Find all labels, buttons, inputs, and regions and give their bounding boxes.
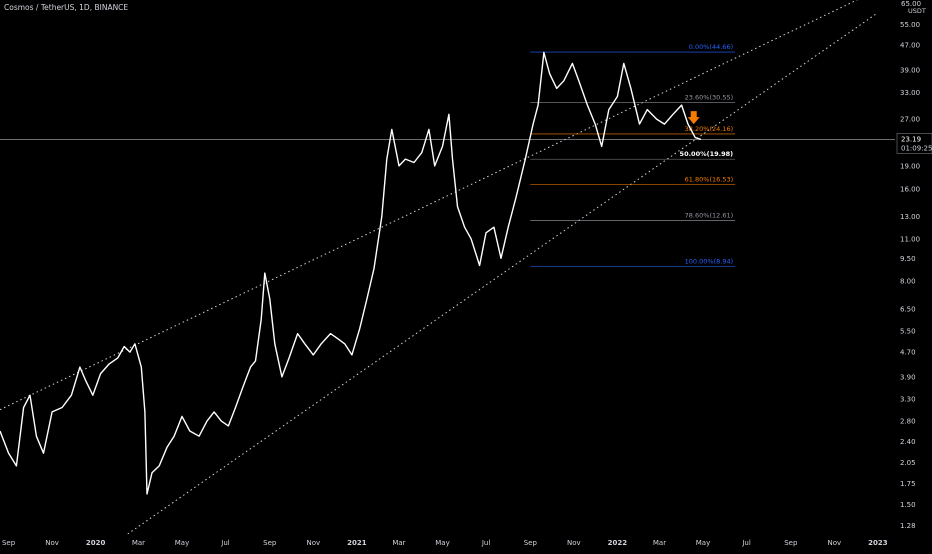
x-tick-label-1: Nov bbox=[45, 539, 59, 547]
x-tick-label-16: May bbox=[696, 539, 710, 547]
y-tick-label-2: 39.00 bbox=[900, 67, 920, 75]
y-tick-label-17: 2.80 bbox=[900, 418, 916, 426]
x-tick-label-8: 2021 bbox=[347, 539, 367, 547]
x-tick-label-6: Sep bbox=[263, 539, 277, 547]
y-tick-label-9: 11.00 bbox=[900, 235, 920, 243]
y-tick-label-22: 1.28 bbox=[900, 522, 916, 530]
y-tick-label-3: 33.00 bbox=[900, 89, 920, 97]
y-tick-label-7: 16.00 bbox=[900, 185, 920, 193]
x-tick-label-13: Nov bbox=[567, 539, 581, 547]
y-tick-label-19: 2.05 bbox=[900, 459, 916, 467]
y-tick-label-4: 27.00 bbox=[900, 116, 920, 124]
y-tick-label-16: 3.30 bbox=[900, 396, 916, 404]
x-tick-label-12: Sep bbox=[524, 539, 538, 547]
y-tick-label-11: 8.00 bbox=[900, 278, 916, 286]
y-tick-label-12: 6.50 bbox=[900, 305, 916, 313]
y-tick-label-15: 3.90 bbox=[900, 373, 916, 381]
x-tick-label-9: Mar bbox=[392, 539, 405, 547]
fib-level-label-5: 78.60%(12.61) bbox=[685, 212, 733, 220]
x-tick-label-2: 2020 bbox=[86, 539, 106, 547]
x-tick-label-5: Jul bbox=[220, 539, 230, 547]
y-tick-label-13: 5.50 bbox=[900, 328, 916, 336]
y-tick-label-14: 4.70 bbox=[900, 349, 916, 357]
y-tick-label-18: 2.40 bbox=[900, 438, 916, 446]
y-tick-label-10: 9.50 bbox=[900, 255, 916, 263]
current-price-badge bbox=[896, 133, 932, 154]
fib-level-label-4: 61.80%(16.53) bbox=[685, 175, 733, 183]
y-tick-label-8: 13.00 bbox=[900, 213, 920, 221]
y-tick-label-20: 1.75 bbox=[900, 480, 916, 488]
fib-level-label-3: 50.00%(19.98) bbox=[680, 150, 734, 158]
channel-line-lower[interactable] bbox=[127, 12, 879, 534]
x-tick-label-17: Jul bbox=[741, 539, 751, 547]
y-tick-label-0: 55.00 bbox=[900, 21, 920, 29]
x-tick-label-15: Mar bbox=[653, 539, 666, 547]
current-price-countdown: 01:09:25 bbox=[901, 144, 932, 152]
x-tick-label-10: May bbox=[435, 539, 449, 547]
x-tick-label-0: Sep bbox=[2, 539, 16, 547]
fib-level-label-1: 23.60%(30.55) bbox=[685, 94, 733, 102]
chart-title: Cosmos / TetherUS, 1D, BINANCE bbox=[4, 3, 129, 12]
x-tick-label-20: 2023 bbox=[868, 539, 888, 547]
down-arrow-icon bbox=[687, 111, 700, 125]
fib-level-label-2: 38.20%(24.16) bbox=[685, 125, 733, 133]
x-tick-label-4: May bbox=[175, 539, 189, 547]
y-unit-label: USDT bbox=[908, 7, 926, 15]
y-top-label: 65.00 bbox=[901, 0, 921, 8]
channel-line-upper[interactable] bbox=[0, 0, 869, 411]
x-tick-label-18: Sep bbox=[784, 539, 798, 547]
fib-level-label-6: 100.00%(8.94) bbox=[685, 257, 733, 265]
y-tick-label-21: 1.50 bbox=[900, 501, 916, 509]
y-tick-label-1: 47.00 bbox=[900, 42, 920, 50]
y-tick-label-6: 19.00 bbox=[900, 162, 920, 170]
x-tick-label-19: Nov bbox=[827, 539, 841, 547]
fib-level-label-0: 0.00%(44.66) bbox=[689, 43, 733, 51]
x-tick-label-3: Mar bbox=[132, 539, 145, 547]
x-tick-label-7: Nov bbox=[306, 539, 320, 547]
current-price-value: 23.19 bbox=[901, 135, 921, 143]
x-tick-label-14: 2022 bbox=[608, 539, 628, 547]
price-series-line-0[interactable] bbox=[0, 51, 702, 495]
x-tick-label-11: Jul bbox=[481, 539, 491, 547]
